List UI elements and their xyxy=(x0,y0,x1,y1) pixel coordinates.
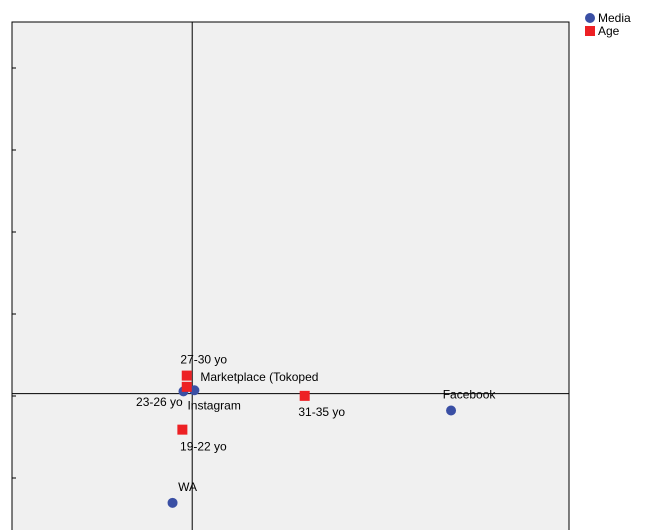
point-label-instagram: Instagram xyxy=(187,398,240,412)
point-label-facebook: Facebook xyxy=(443,388,497,402)
age-point-19-22-yo xyxy=(177,424,188,435)
plot-area xyxy=(11,21,570,530)
point-label-23-26-yo: 23-26 yo xyxy=(136,395,183,409)
media-point-facebook xyxy=(446,405,457,416)
legend-label-age: Age xyxy=(598,24,620,38)
legend-marker-media xyxy=(585,13,595,23)
legend-marker-age xyxy=(585,26,595,36)
point-label-31-35-yo: 31-35 yo xyxy=(298,405,345,419)
age-point-23-26-yo xyxy=(181,381,192,392)
legend-label-media: Media xyxy=(598,11,631,25)
media-point-wa xyxy=(167,497,178,508)
point-label-27-30-yo: 27-30 yo xyxy=(180,353,227,367)
media-point-marketplace-tokoped xyxy=(189,385,200,396)
age-point-27-30-yo xyxy=(181,370,192,381)
age-point-31-35-yo xyxy=(299,390,310,401)
point-label-19-22-yo: 19-22 yo xyxy=(180,440,227,454)
point-label-wa: WA xyxy=(178,480,197,494)
point-label-marketplace-tokoped: Marketplace (Tokoped xyxy=(200,370,318,384)
